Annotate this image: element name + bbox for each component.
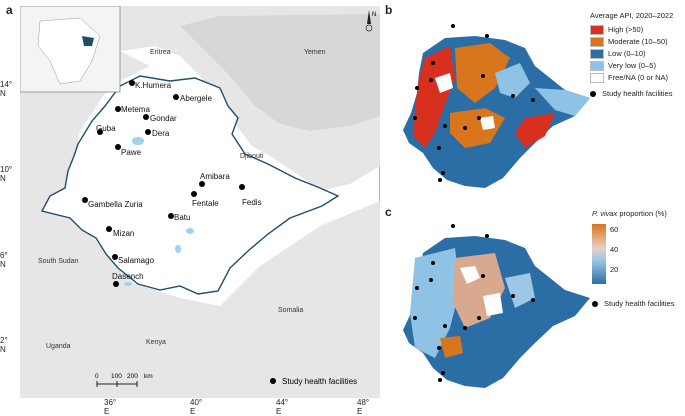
panel-label-a: a [6, 3, 13, 17]
site-gambella-zuria: Gambella Zuria [88, 200, 143, 209]
legend-b-swatch-low [590, 48, 604, 59]
site-pawe: Pawe [121, 148, 142, 157]
site-gondar: Gondar [150, 114, 177, 123]
panel-label-c: c [385, 205, 392, 219]
label-uganda: Uganda [46, 343, 71, 350]
map-c-vivax [403, 224, 590, 388]
legend-b-title: Average API, 2020–2022 [590, 11, 674, 20]
label-yemen: Yemen [304, 49, 326, 56]
site-abergele: Abergele [180, 94, 213, 103]
legend-b-swatch-free [590, 72, 604, 83]
legend-study-facilities-a: Study health facilities [282, 377, 357, 386]
label-djibouti: Djibouti [240, 153, 264, 160]
north-arrow: N [365, 10, 376, 32]
svg-text:200: 200 [127, 373, 138, 380]
site-fentale: Fentale [192, 199, 219, 208]
label-kenya: Kenya [146, 339, 166, 346]
site-amibara: Amibara [200, 172, 230, 181]
label-eritrea: Eritrea [150, 49, 171, 56]
site-dasench: Dasench [112, 272, 144, 281]
label-south-sudan: South Sudan [38, 258, 79, 265]
legend-c-tick-40: 40 [610, 244, 619, 254]
panel-label-b: b [385, 3, 393, 17]
legend-c-facility-dot [592, 300, 598, 307]
svg-text:100: 100 [111, 373, 122, 380]
legend-b-swatch-very-low [590, 60, 604, 71]
site-batu: Batu [174, 213, 190, 222]
scale-bar: 0 100 200 km [95, 373, 153, 387]
site-dera: Dera [152, 129, 170, 138]
svg-text:km: km [144, 373, 153, 380]
legend-c-tick-60: 60 [610, 224, 619, 234]
map-b-api [403, 24, 590, 188]
label-somalia: Somalia [278, 307, 303, 314]
legend-c-colorbar [592, 223, 606, 284]
site-salamago: Salamago [118, 256, 155, 265]
legend-c-tick-20: 20 [610, 264, 619, 274]
north-label: N [372, 12, 376, 18]
site-k-humera: K.Humera [135, 81, 172, 90]
site-metema: Metema [121, 105, 150, 114]
site-guba: Guba [96, 124, 116, 133]
site-fedis: Fedis [242, 198, 262, 207]
legend-c: P. vivax proportion (%) 60 40 20 Study h… [592, 209, 675, 308]
legend-b: Average API, 2020–2022 High (>50) Modera… [590, 11, 674, 98]
legend-b-swatch-moderate [590, 36, 604, 47]
svg-text:0: 0 [95, 373, 99, 380]
legend-c-title: P. vivax proportion (%) [592, 209, 667, 218]
legend-b-swatch-high [590, 24, 604, 35]
legend-b-facility-dot [590, 90, 596, 97]
ethiopia-outline [40, 75, 340, 295]
map-a: N Eritrea Yemen Djibouti South Sudan Som… [20, 6, 380, 398]
site-mizan: Mizan [113, 229, 134, 238]
